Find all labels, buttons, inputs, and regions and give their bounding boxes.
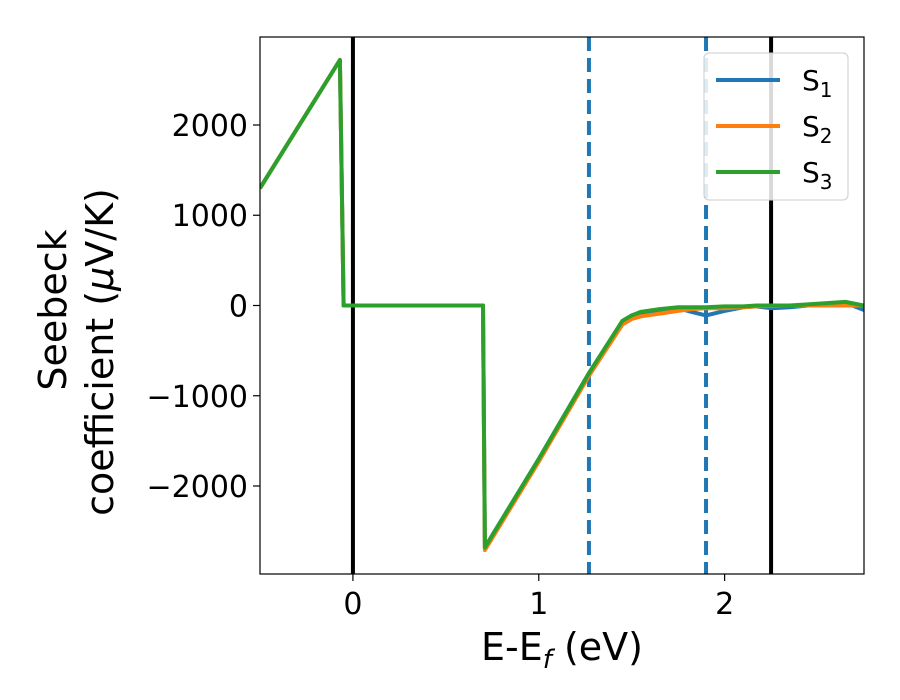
y-axis-label-line1: Seebeck — [31, 229, 75, 390]
y-axis-label: Seebeck coefficient (μV/K) — [31, 188, 122, 516]
series-line-s3 — [260, 58, 864, 550]
x-tick-label: 1 — [529, 587, 548, 622]
x-tick-label: 2 — [715, 587, 734, 622]
y-tick-label: 0 — [229, 290, 248, 325]
x-tick-label: 0 — [343, 587, 362, 622]
legend-label-s3: S3 — [802, 156, 833, 194]
y-tick-label: −1000 — [147, 380, 248, 415]
legend-label-s1: S1 — [802, 64, 833, 102]
legend: S1 S2 S3 — [703, 52, 849, 201]
legend-label-s2: S2 — [802, 110, 833, 148]
x-axis-label: E-Ef (eV) — [481, 625, 643, 675]
y-tick-label: 1000 — [172, 199, 248, 234]
y-tick-label: −2000 — [147, 470, 248, 505]
y-tick-label: 2000 — [172, 109, 248, 144]
y-axis-label-line2: coefficient (μV/K) — [78, 188, 122, 516]
